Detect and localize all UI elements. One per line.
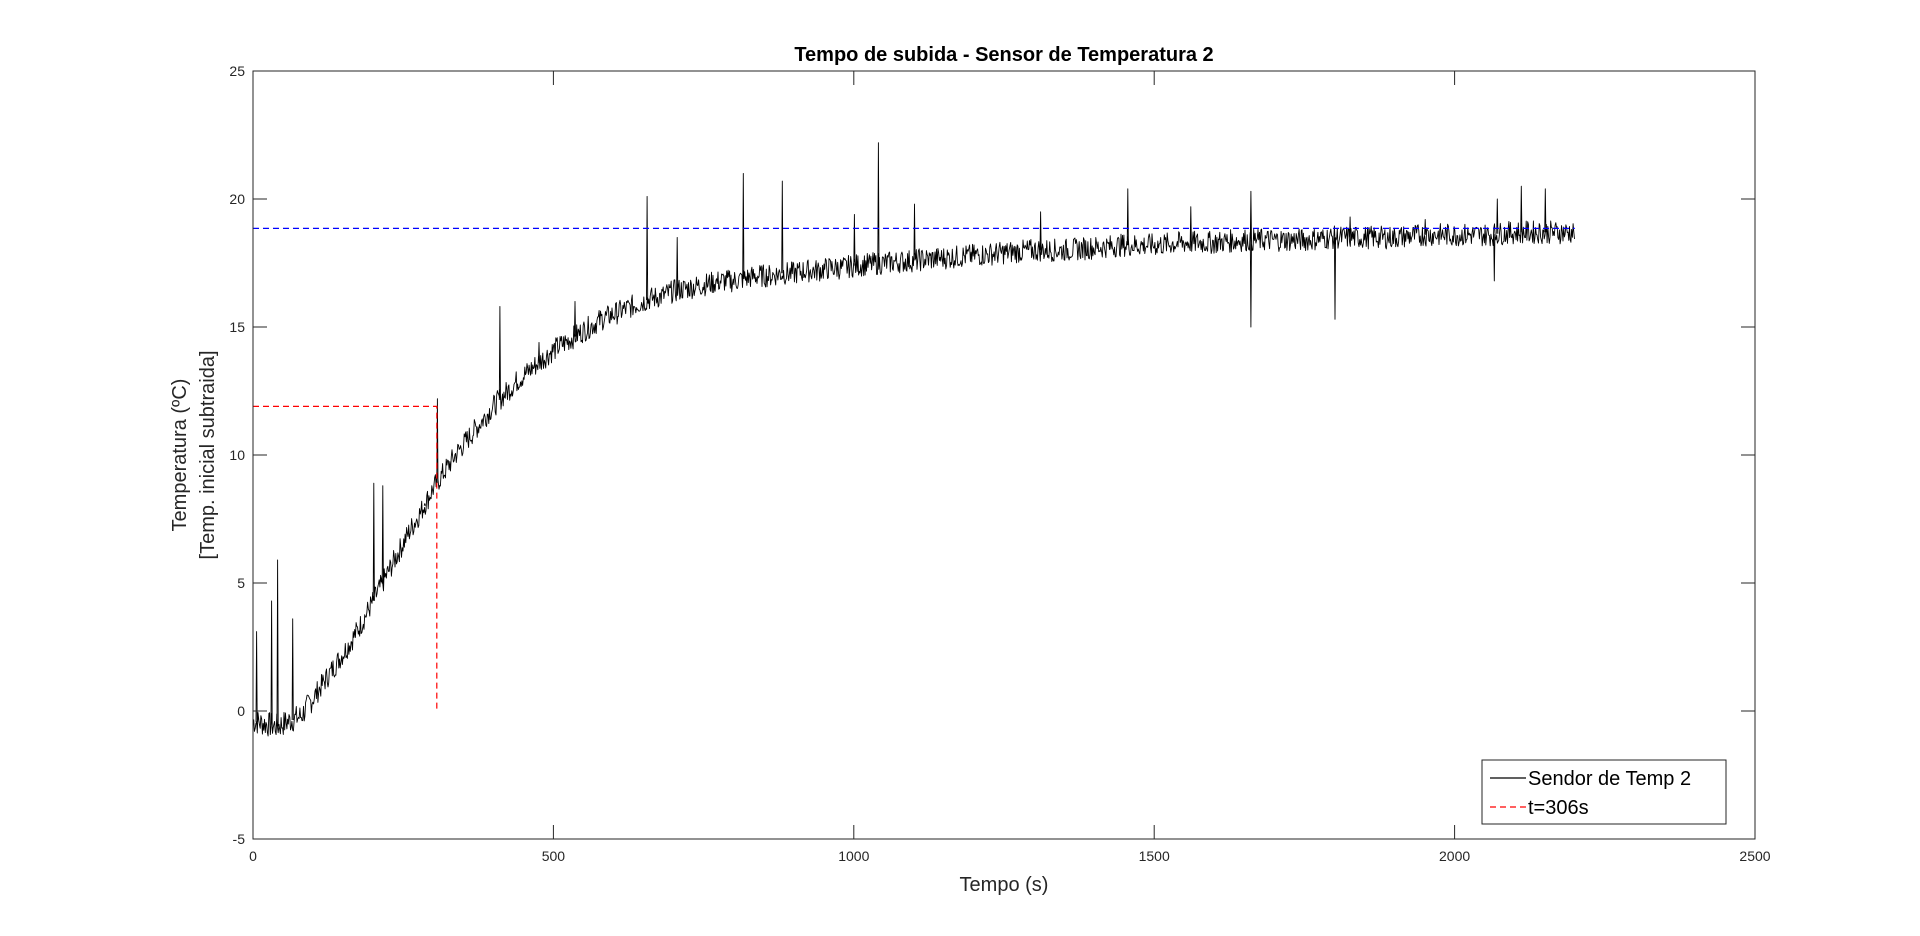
x-axis-label: Tempo (s) bbox=[960, 874, 1049, 896]
plot-area bbox=[253, 71, 1755, 839]
y-tick-label: 20 bbox=[229, 191, 245, 207]
chart-title: Tempo de subida - Sensor de Temperatura … bbox=[794, 44, 1213, 66]
x-tick-label: 1000 bbox=[838, 848, 869, 864]
x-tick-label: 2500 bbox=[1739, 848, 1770, 864]
x-tick-label: 2000 bbox=[1439, 848, 1470, 864]
series-sensor-line bbox=[252, 142, 1575, 737]
y-tick-label: 15 bbox=[229, 319, 245, 335]
y-tick-label: 5 bbox=[237, 575, 245, 591]
x-tick-label: 0 bbox=[249, 848, 257, 864]
y-axis-label-line1: Temperatura (ºC) bbox=[169, 379, 191, 532]
x-tick-label: 1500 bbox=[1139, 848, 1170, 864]
y-axis-label-line2: [Temp. inicial subtraida] bbox=[197, 351, 219, 560]
legend: Sendor de Temp 2 t=306s bbox=[1481, 759, 1727, 825]
x-tick-label: 500 bbox=[542, 848, 566, 864]
y-axis-label: Temperatura (ºC) [Temp. inicial subtraid… bbox=[169, 351, 219, 560]
series-layer bbox=[252, 142, 1575, 737]
legend-label-sensor: Sendor de Temp 2 bbox=[1528, 768, 1691, 790]
y-tick-label: 0 bbox=[237, 703, 245, 719]
y-tick-label: -5 bbox=[233, 831, 246, 847]
legend-box bbox=[1481, 759, 1727, 825]
series-rise-time-line bbox=[253, 405, 438, 711]
y-tick-label: 10 bbox=[229, 447, 245, 463]
y-tick-label: 25 bbox=[229, 63, 245, 79]
legend-label-rise-time: t=306s bbox=[1528, 797, 1589, 819]
